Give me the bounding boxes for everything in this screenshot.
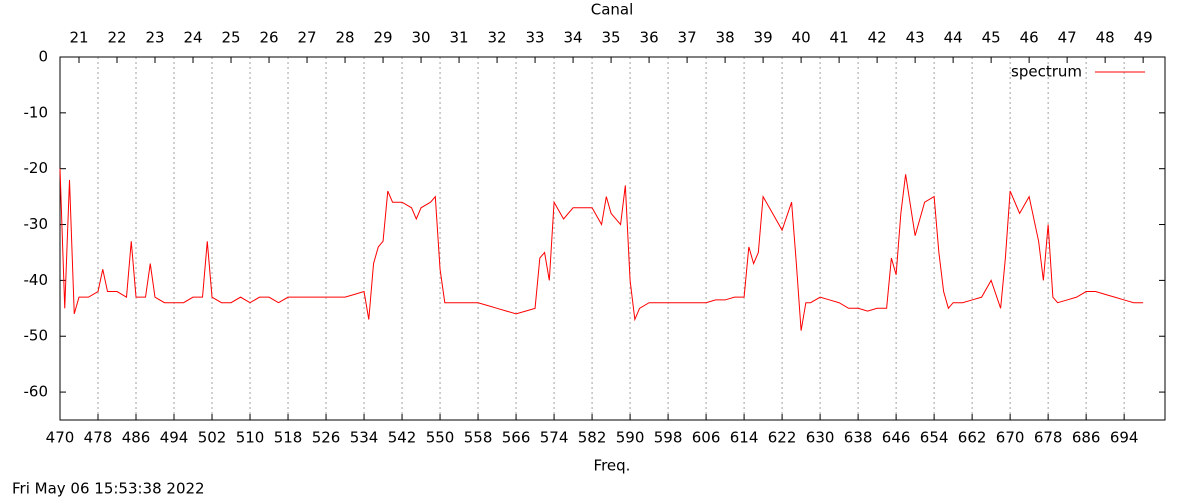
x-tick-label: 598: [654, 429, 683, 447]
x2-tick-label: 35: [602, 29, 621, 47]
x2-tick-label: 38: [716, 29, 735, 47]
x-tick-label: 534: [350, 429, 379, 447]
x-tick-label: 606: [692, 429, 721, 447]
x-tick-label: 574: [540, 429, 569, 447]
x2-tick-label: 24: [183, 29, 202, 47]
x-tick-label: 638: [844, 429, 873, 447]
x2-tick-label: 33: [526, 29, 545, 47]
x2-tick-label: 23: [145, 29, 164, 47]
x2-tick-label: 49: [1134, 29, 1153, 47]
x-tick-label: 558: [464, 429, 493, 447]
x-tick-label: 550: [426, 429, 455, 447]
timestamp: Fri May 06 15:53:38 2022: [12, 480, 205, 498]
x2-tick-label: 40: [792, 29, 811, 47]
x-tick-label: 654: [920, 429, 949, 447]
x2-tick-label: 31: [450, 29, 469, 47]
x-tick-label: 670: [996, 429, 1025, 447]
x2-tick-label: 34: [564, 29, 583, 47]
x2-tick-label: 36: [640, 29, 659, 47]
x-tick-label: 590: [616, 429, 645, 447]
spectrum-line: [59, 168, 1144, 331]
legend-label: spectrum: [1011, 63, 1082, 81]
x-tick-label: 582: [578, 429, 607, 447]
x2-tick-label: 21: [69, 29, 88, 47]
y-tick-label: -50: [24, 327, 49, 345]
x-tick-label: 486: [122, 429, 151, 447]
y-tick-label: -20: [24, 159, 49, 177]
y-tick-label: -40: [24, 271, 49, 289]
x-tick-label: 510: [236, 429, 265, 447]
x2-tick-label: 25: [221, 29, 240, 47]
x2-tick-label: 44: [944, 29, 963, 47]
x2-tick-label: 26: [259, 29, 278, 47]
y-tick-label: -30: [24, 215, 49, 233]
x2-tick-label: 37: [678, 29, 697, 47]
x-tick-label: 526: [312, 429, 341, 447]
x2-tick-label: 48: [1096, 29, 1115, 47]
x-tick-label: 518: [274, 429, 303, 447]
x-tick-label: 694: [1110, 429, 1139, 447]
x2-tick-label: 47: [1058, 29, 1077, 47]
x-tick-label: 646: [882, 429, 911, 447]
y-tick-label: 0: [38, 48, 48, 66]
x-tick-label: 566: [502, 429, 531, 447]
x2-tick-label: 43: [906, 29, 925, 47]
x-tick-label: 686: [1072, 429, 1101, 447]
x-axis-label: Freq.: [594, 457, 631, 475]
y-tick-label: -60: [24, 383, 49, 401]
x-tick-label: 622: [768, 429, 797, 447]
x2-axis-label: Canal: [591, 1, 634, 19]
x2-tick-label: 46: [1020, 29, 1039, 47]
x2-tick-label: 30: [412, 29, 431, 47]
x2-tick-label: 28: [335, 29, 354, 47]
x2-tick-label: 27: [297, 29, 316, 47]
x2-tick-label: 39: [754, 29, 773, 47]
x-tick-label: 614: [730, 429, 759, 447]
x-tick-label: 470: [46, 429, 75, 447]
x-tick-label: 494: [160, 429, 189, 447]
x2-tick-label: 29: [373, 29, 392, 47]
y-tick-label: -10: [24, 103, 49, 121]
plot-border: [59, 56, 1166, 421]
x-tick-label: 502: [198, 429, 227, 447]
x-tick-label: 478: [84, 429, 113, 447]
x-tick-label: 662: [958, 429, 987, 447]
x2-tick-label: 32: [488, 29, 507, 47]
x2-tick-label: 45: [982, 29, 1001, 47]
x2-tick-label: 41: [830, 29, 849, 47]
x-tick-label: 542: [388, 429, 417, 447]
x2-tick-label: 22: [107, 29, 126, 47]
x-tick-label: 630: [806, 429, 835, 447]
x-tick-label: 678: [1034, 429, 1063, 447]
x2-tick-label: 42: [868, 29, 887, 47]
